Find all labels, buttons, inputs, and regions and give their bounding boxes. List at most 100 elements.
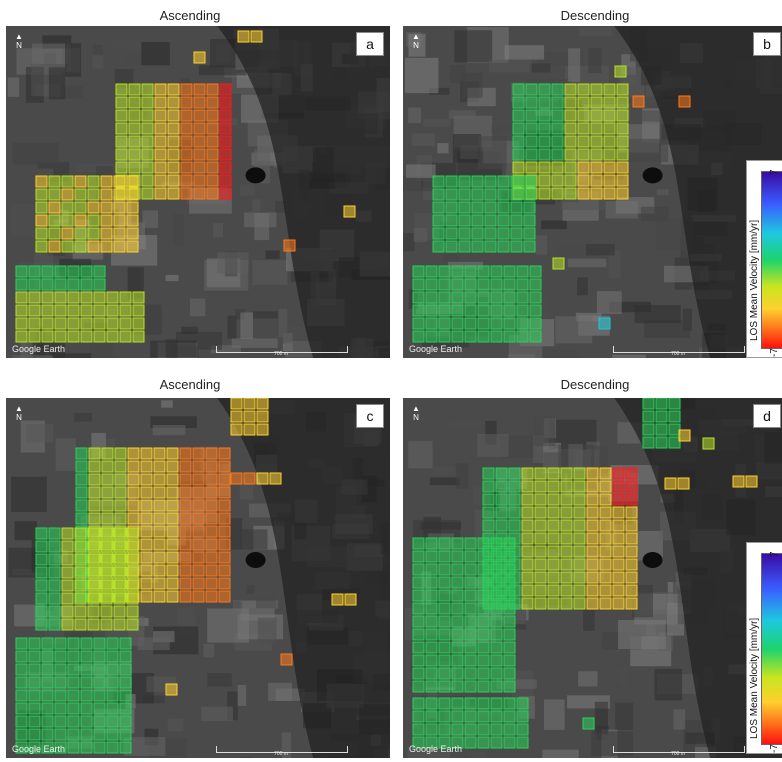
ps-cell (477, 291, 490, 304)
ps-cell (521, 480, 534, 493)
ps-cell (523, 227, 536, 240)
ps-cell (510, 201, 523, 214)
ps-cell (28, 663, 41, 676)
ps-cell (87, 188, 100, 201)
ps-cell (106, 689, 119, 702)
ps-cell (412, 615, 425, 628)
ps-cell (425, 576, 438, 589)
ps-cell (141, 96, 154, 109)
ps-cell (425, 710, 438, 723)
ps-cell (560, 519, 573, 532)
ps-cell (471, 188, 484, 201)
ps-cell (412, 602, 425, 615)
ps-cell (113, 553, 126, 566)
ps-cell (206, 174, 219, 187)
ps-cell (28, 715, 41, 728)
ps-cell (538, 109, 551, 122)
ps-cell (114, 499, 127, 512)
ps-cell (412, 563, 425, 576)
ps-cell (490, 641, 503, 654)
ps-cell (119, 291, 132, 304)
ps-cell (603, 109, 616, 122)
ps-cell (154, 109, 167, 122)
ps-cell (464, 563, 477, 576)
ps-cell (100, 527, 113, 540)
scale-bar (216, 346, 348, 353)
ps-cell (126, 553, 139, 566)
ps-cell (141, 83, 154, 96)
ps-cell (219, 122, 232, 135)
ps-cell (54, 689, 67, 702)
panel-letter-c: c (356, 404, 384, 428)
ps-cell (412, 537, 425, 550)
ps-cell (642, 398, 655, 410)
ps-cell (516, 278, 529, 291)
ps-cell (126, 605, 139, 618)
ps-cell (503, 615, 516, 628)
ps-cell (93, 663, 106, 676)
ps-cell (655, 423, 668, 436)
ps-cell (564, 96, 577, 109)
ps-cell (205, 577, 218, 590)
ps-cell (560, 480, 573, 493)
ps-cell (477, 641, 490, 654)
ps-cell (599, 597, 612, 610)
ps-cell (534, 597, 547, 610)
ps-cell (547, 584, 560, 597)
map-panel-a: ▲ N a Google Earth 700 m (6, 26, 390, 358)
ps-cell (616, 109, 629, 122)
ps-cell (412, 291, 425, 304)
ps-cell (482, 493, 495, 506)
ps-cell (523, 214, 536, 227)
ps-cell (503, 589, 516, 602)
ps-cell (140, 473, 153, 486)
ps-cell (119, 330, 132, 343)
ps-cell (412, 330, 425, 343)
ps-cell (230, 423, 243, 436)
ps-cell (590, 83, 603, 96)
ps-cell (451, 291, 464, 304)
ps-cell (119, 741, 132, 754)
ps-cell (128, 148, 141, 161)
ps-cell (425, 537, 438, 550)
ps-cell (87, 540, 100, 553)
ps-cell (477, 697, 490, 710)
ps-cell (655, 398, 668, 410)
ps-cell (74, 527, 87, 540)
ps-cell (167, 122, 180, 135)
ps-cell (87, 618, 100, 631)
ps-cell (88, 460, 101, 473)
ps-cell (126, 175, 139, 188)
ps-cell (477, 563, 490, 576)
ps-cell (67, 650, 80, 663)
ps-cell (206, 109, 219, 122)
ps-cell (668, 398, 681, 410)
ps-cell (490, 576, 503, 589)
north-arrow-icon: ▲ N (15, 32, 23, 50)
ps-cell (512, 161, 525, 174)
ps-cell (547, 467, 560, 480)
ps-cell (106, 650, 119, 663)
ps-cell (230, 410, 243, 423)
ps-cell (15, 663, 28, 676)
ps-cell (119, 637, 132, 650)
ps-cell (432, 227, 445, 240)
ps-cell (625, 584, 638, 597)
ps-cell (153, 486, 166, 499)
scale-label: 700 m (671, 351, 685, 357)
ps-cell (80, 689, 93, 702)
ps-cell (48, 214, 61, 227)
ps-cell (153, 473, 166, 486)
ps-cell (35, 605, 48, 618)
ps-cell (458, 227, 471, 240)
ps-cell (218, 512, 231, 525)
ps-cell (166, 564, 179, 577)
ps-cell (612, 545, 625, 558)
ps-cell (490, 628, 503, 641)
ps-cell (503, 330, 516, 343)
ps-cell (503, 278, 516, 291)
ps-cell (471, 240, 484, 253)
scale-label: 700 m (274, 351, 288, 357)
scale-bar (613, 346, 745, 353)
ps-cell (516, 697, 529, 710)
